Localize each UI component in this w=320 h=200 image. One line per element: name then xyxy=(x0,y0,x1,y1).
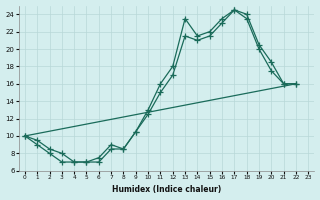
X-axis label: Humidex (Indice chaleur): Humidex (Indice chaleur) xyxy=(112,185,221,194)
